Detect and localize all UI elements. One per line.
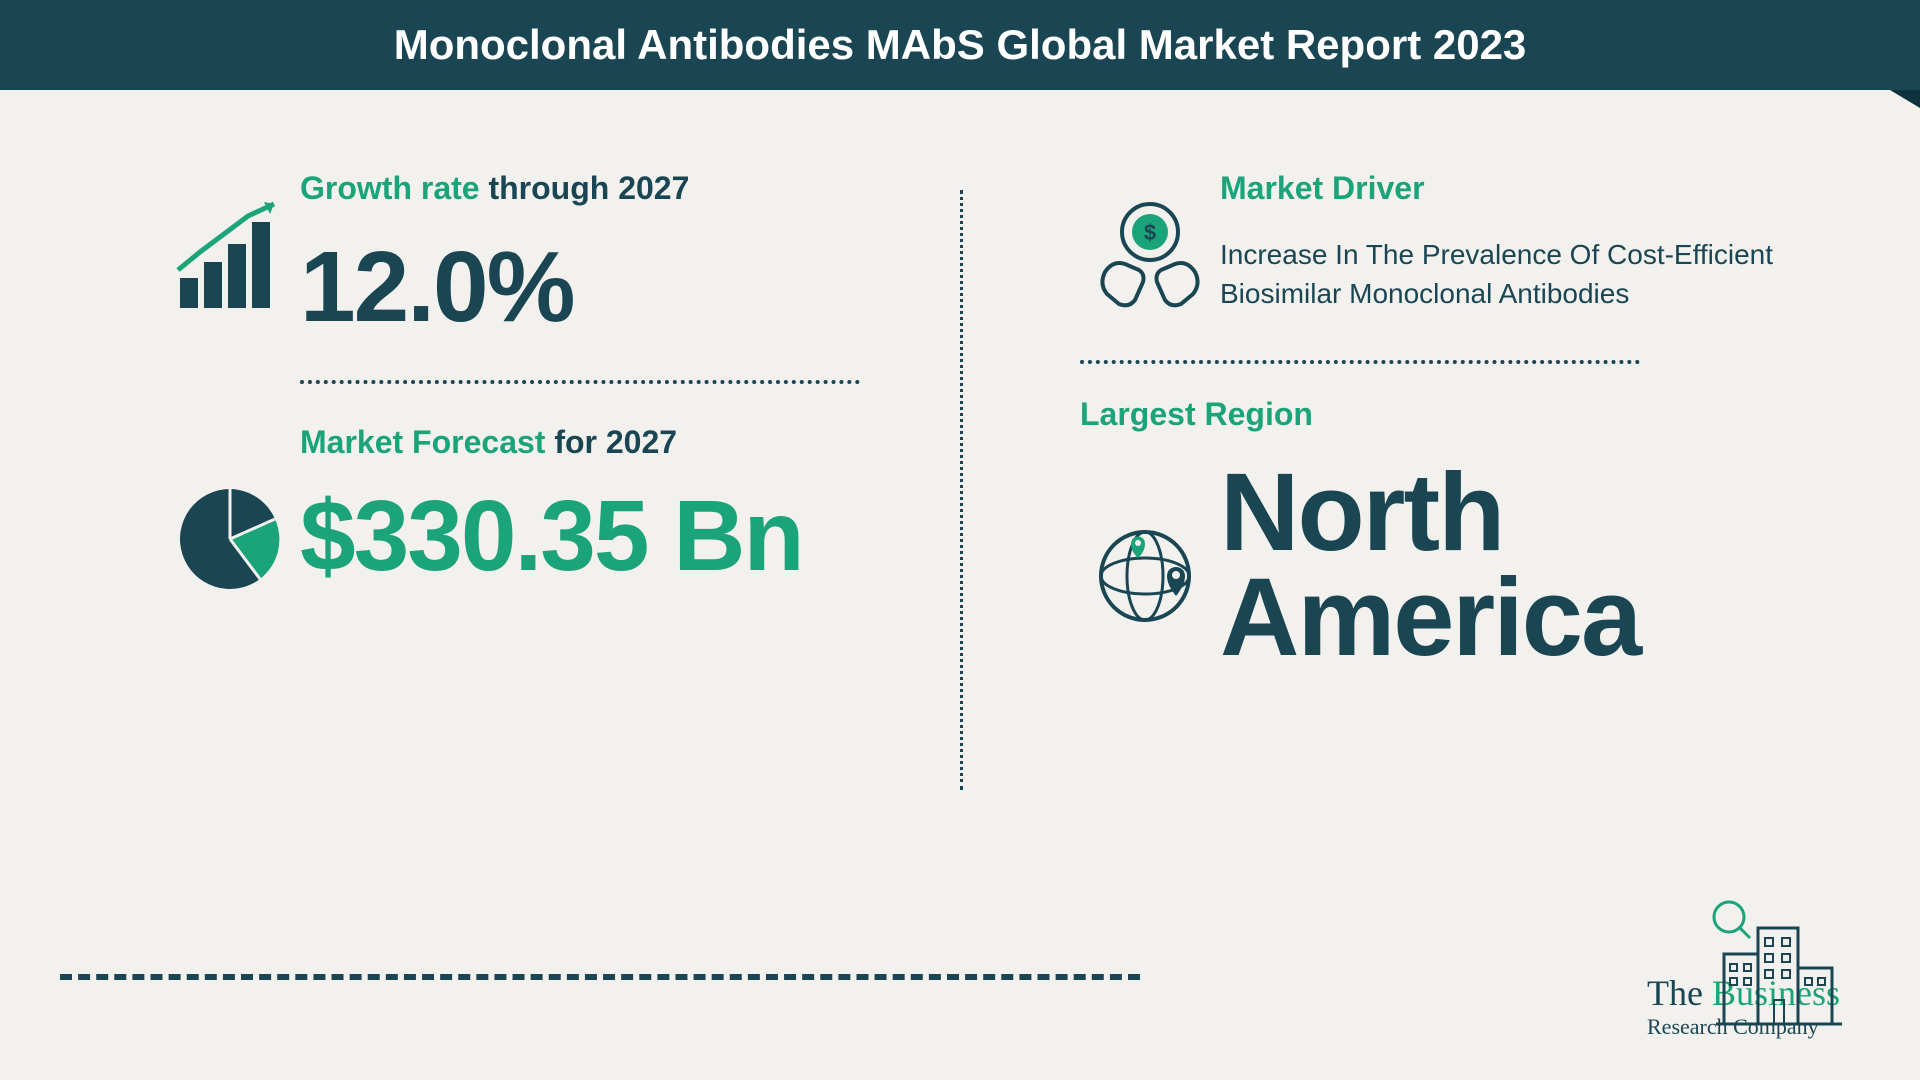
company-logo: The Business Research Company bbox=[1647, 974, 1840, 1040]
growth-title: Growth rate through 2027 bbox=[300, 170, 880, 207]
growth-title-rest: through 2027 bbox=[480, 170, 690, 206]
forecast-title: Market Forecast for 2027 bbox=[300, 424, 880, 461]
growth-title-accent: Growth rate bbox=[300, 170, 480, 206]
right-column: $ Market Driver Increase In The Prevalen… bbox=[960, 170, 1800, 690]
growth-section: Growth rate through 2027 12.0% bbox=[160, 170, 880, 340]
content-grid: Growth rate through 2027 12.0% bbox=[0, 90, 1920, 690]
cost-hands-icon: $ bbox=[1080, 170, 1220, 320]
report-header: Monoclonal Antibodies MAbS Global Market… bbox=[0, 0, 1920, 90]
globe-pins-icon bbox=[1080, 496, 1220, 636]
forecast-section: Market Forecast for 2027 $330.35 Bn bbox=[160, 424, 880, 594]
driver-section: $ Market Driver Increase In The Prevalen… bbox=[1080, 170, 1800, 320]
left-column: Growth rate through 2027 12.0% bbox=[160, 170, 960, 690]
region-value: North America bbox=[1220, 461, 1800, 670]
pie-chart-icon bbox=[160, 424, 300, 594]
forecast-body: Market Forecast for 2027 $330.35 Bn bbox=[300, 424, 880, 584]
region-section: Largest Region North America bbox=[1080, 396, 1800, 670]
forecast-value: $330.35 Bn bbox=[300, 489, 880, 584]
driver-title: Market Driver bbox=[1220, 170, 1800, 207]
driver-text: Increase In The Prevalence Of Cost-Effic… bbox=[1220, 235, 1800, 313]
right-dotted-divider bbox=[1080, 360, 1640, 364]
region-title: Largest Region bbox=[1080, 396, 1800, 433]
bottom-dashed-rule bbox=[60, 974, 1140, 980]
left-dotted-divider bbox=[300, 380, 860, 384]
forecast-title-rest: for 2027 bbox=[545, 424, 677, 460]
growth-value: 12.0% bbox=[300, 235, 880, 340]
forecast-title-accent: Market Forecast bbox=[300, 424, 545, 460]
growth-body: Growth rate through 2027 12.0% bbox=[300, 170, 880, 340]
report-title: Monoclonal Antibodies MAbS Global Market… bbox=[394, 21, 1527, 69]
logo-buildings-icon bbox=[1710, 894, 1850, 1039]
driver-body: Market Driver Increase In The Prevalence… bbox=[1220, 170, 1800, 313]
growth-chart-icon bbox=[160, 170, 300, 320]
logo-the: The bbox=[1647, 973, 1712, 1013]
svg-text:$: $ bbox=[1144, 220, 1156, 245]
